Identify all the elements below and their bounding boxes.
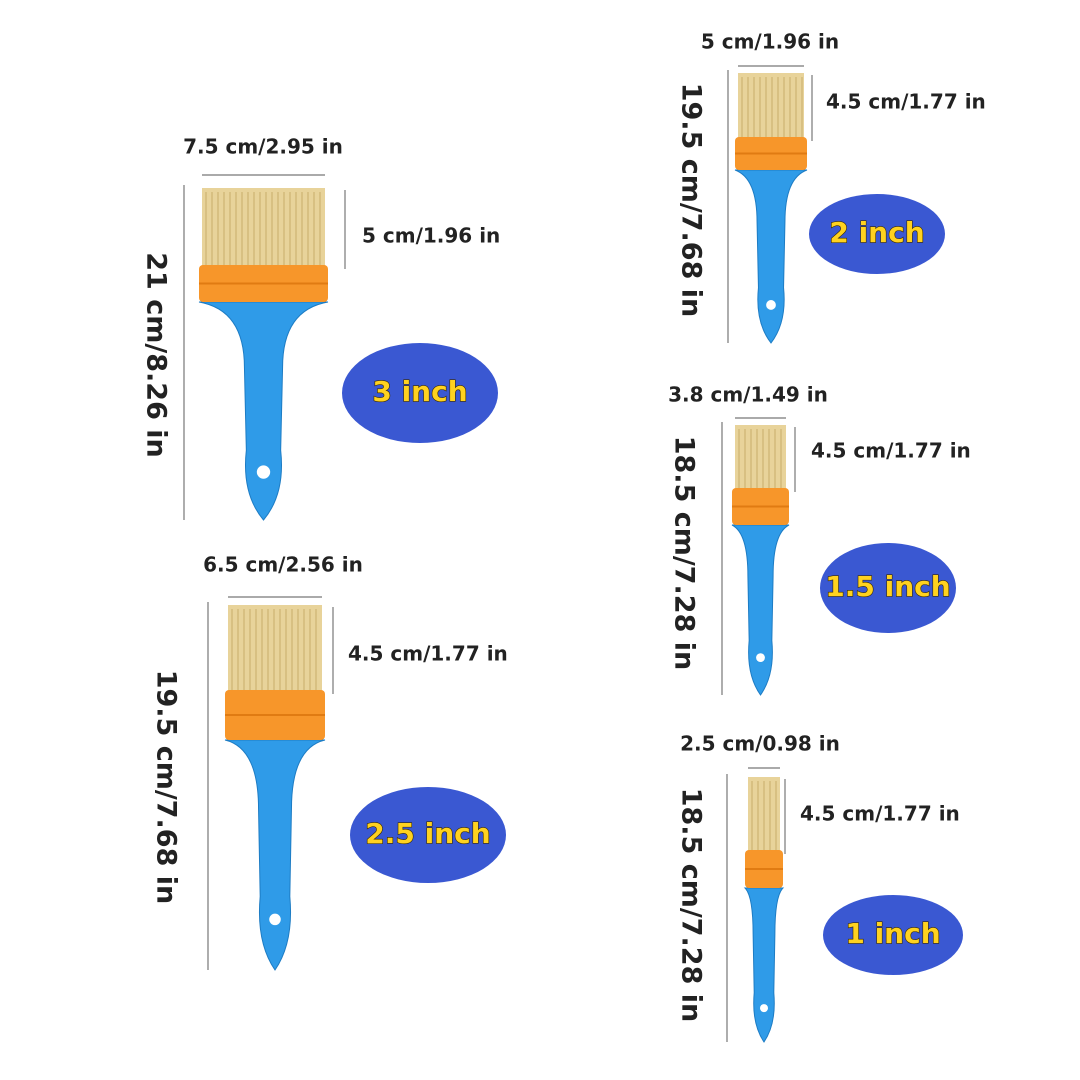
- handle: [734, 169, 808, 344]
- bristles: [228, 605, 322, 694]
- size-label: 1 inch: [845, 917, 940, 950]
- hang-hole: [269, 913, 281, 926]
- hang-hole: [756, 653, 765, 663]
- bristle-length-label: 4.5 cm/1.77 in: [348, 642, 508, 666]
- bristle-length-label: 4.5 cm/1.77 in: [811, 439, 971, 463]
- handle: [731, 524, 790, 696]
- size-badge: [820, 543, 956, 633]
- bristle-length-label: 4.5 cm/1.77 in: [800, 802, 960, 826]
- handle: [198, 301, 329, 521]
- size-badge: [823, 895, 963, 975]
- bristle-length-label: 4.5 cm/1.77 in: [826, 90, 986, 114]
- bristles: [738, 73, 804, 141]
- brush: 6.5 cm/2.56 in 4.5 cm/1.77 in 19.5 cm/7.68…: [151, 553, 508, 971]
- bristles: [202, 188, 325, 269]
- brush: 7.5 cm/2.95 in 5 cm/1.96 in 21 cm/8.26 in 3…: [141, 135, 500, 521]
- size-badge: [809, 194, 945, 274]
- size-label: 2 inch: [829, 216, 924, 249]
- bristles: [735, 425, 786, 492]
- size-label: 1.5 inch: [825, 570, 950, 603]
- brush: 5 cm/1.96 in 4.5 cm/1.77 in 19.5 cm/7.68 i…: [676, 30, 986, 344]
- hang-hole: [256, 465, 271, 479]
- handle: [743, 887, 785, 1043]
- width-label: 5 cm/1.96 in: [701, 30, 839, 54]
- brush: 3.8 cm/1.49 in 4.5 cm/1.77 in 18.5 cm/7.28…: [668, 383, 971, 696]
- total-length-label: 18.5 cm/7.28 in: [669, 436, 700, 671]
- width-label: 7.5 cm/2.95 in: [183, 135, 343, 159]
- total-length-label: 19.5 cm/7.68 in: [676, 83, 707, 318]
- total-length-label: 19.5 cm/7.68 in: [151, 670, 182, 905]
- total-length-label: 18.5 cm/7.28 in: [676, 788, 707, 1023]
- size-badge: [350, 787, 506, 883]
- size-label: 2.5 inch: [365, 817, 490, 850]
- hang-hole: [760, 1004, 768, 1013]
- hang-hole: [766, 300, 776, 310]
- total-length-label: 21 cm/8.26 in: [141, 252, 172, 457]
- brush: 2.5 cm/0.98 in 4.5 cm/1.77 in 18.5 cm/7.28…: [676, 732, 963, 1043]
- handle: [224, 739, 326, 971]
- size-badge: [342, 343, 498, 443]
- width-label: 3.8 cm/1.49 in: [668, 383, 828, 407]
- width-label: 6.5 cm/2.56 in: [203, 553, 363, 577]
- size-label: 3 inch: [372, 375, 467, 408]
- width-label: 2.5 cm/0.98 in: [680, 732, 840, 756]
- bristle-length-label: 5 cm/1.96 in: [362, 224, 500, 248]
